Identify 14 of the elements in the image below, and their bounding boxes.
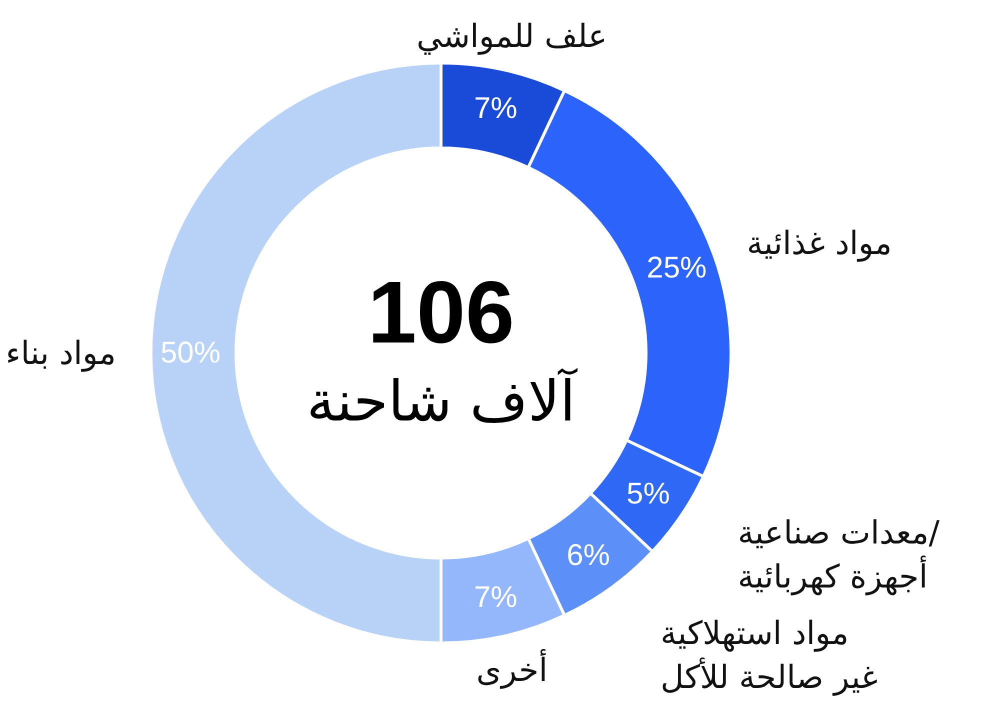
text: 106 — [368, 262, 514, 362]
slice-label: علف للمواشي — [416, 16, 608, 55]
slice-label: أخرى — [476, 649, 548, 690]
data-label: 50% — [160, 336, 221, 370]
slice-label: مواد بناء — [6, 334, 116, 372]
data-label: 5% — [626, 477, 670, 510]
slice-label: مواد غذائية — [746, 224, 892, 262]
data-label: 7% — [474, 92, 518, 126]
data-label: 7% — [474, 580, 518, 614]
data-label: 6% — [566, 539, 610, 572]
data-label: 25% — [646, 252, 707, 285]
text: آلاف شاحنة — [306, 368, 578, 434]
slice-label: معدات صناعية/ أجهزة كهربائية — [738, 514, 940, 596]
slice-label: مواد استهلاكية غير صالحة للأكل — [660, 614, 878, 696]
